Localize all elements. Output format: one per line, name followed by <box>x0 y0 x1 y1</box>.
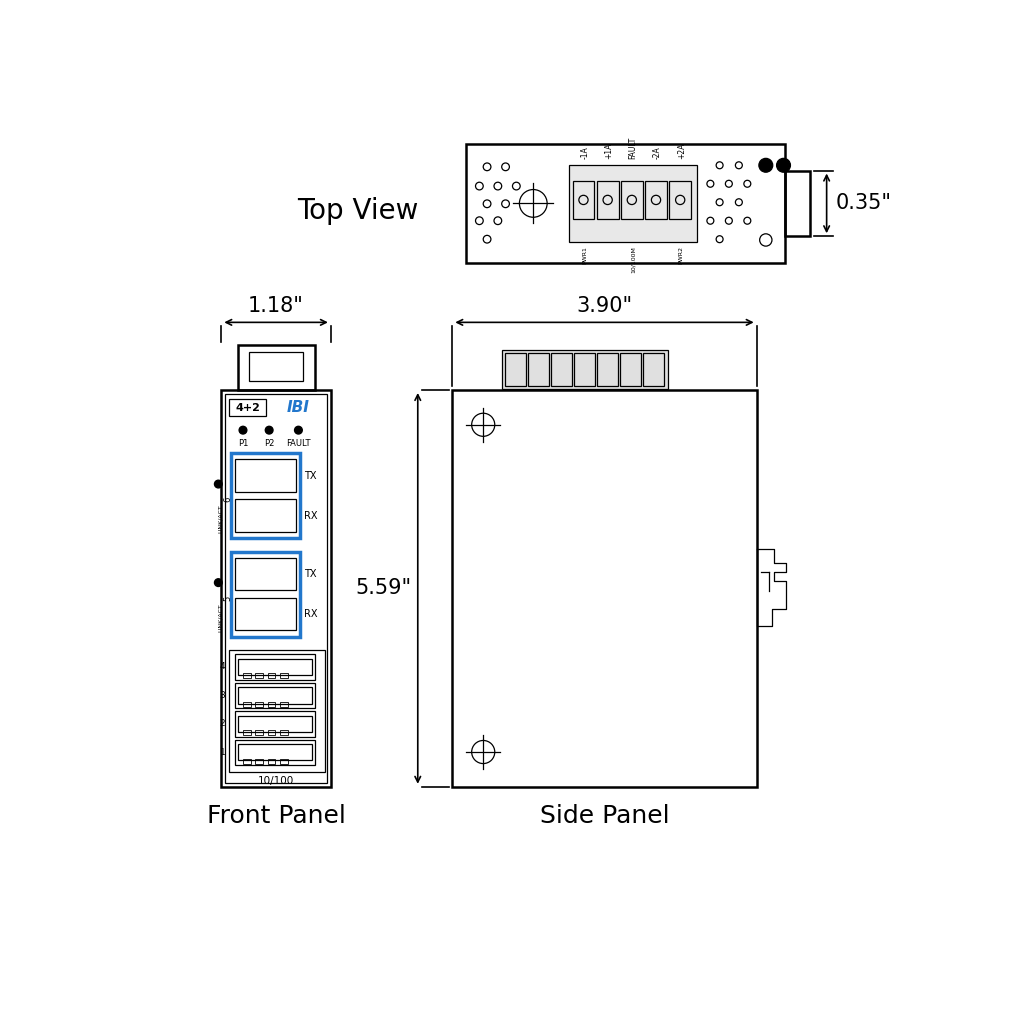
Bar <box>230 453 300 538</box>
Bar <box>280 702 288 706</box>
Bar <box>280 759 288 764</box>
Bar <box>243 674 251 678</box>
Circle shape <box>265 427 273 434</box>
Text: 10/100M: 10/100M <box>631 246 636 273</box>
Bar <box>573 353 595 386</box>
Text: P1: P1 <box>238 440 248 448</box>
Bar <box>267 759 275 764</box>
Bar <box>503 350 668 389</box>
Bar <box>255 759 263 764</box>
Text: Side Panel: Side Panel <box>540 804 670 828</box>
Bar <box>620 353 641 386</box>
Bar <box>643 353 665 386</box>
Bar <box>255 674 263 678</box>
Text: 6: 6 <box>223 497 232 502</box>
Bar <box>234 558 296 590</box>
Bar <box>225 394 327 783</box>
Text: RX: RX <box>304 609 317 619</box>
Bar <box>229 651 325 772</box>
Bar <box>785 171 810 236</box>
Bar <box>229 399 266 416</box>
Bar <box>234 598 296 630</box>
Bar <box>527 353 549 386</box>
Text: -2A: -2A <box>652 147 662 159</box>
Circle shape <box>759 159 773 172</box>
Bar <box>267 674 275 678</box>
Bar <box>239 716 312 732</box>
Text: TX: TX <box>304 569 316 579</box>
Text: RX: RX <box>304 511 317 520</box>
Bar <box>597 180 618 219</box>
Text: Front Panel: Front Panel <box>207 804 345 828</box>
Text: 2: 2 <box>219 720 225 729</box>
Text: 10/100: 10/100 <box>258 776 294 786</box>
Bar <box>255 702 263 706</box>
Bar <box>267 731 275 735</box>
Text: IBI: IBI <box>287 400 310 415</box>
Bar <box>243 759 251 764</box>
Text: 5: 5 <box>223 596 232 601</box>
Bar <box>230 552 300 636</box>
Bar <box>236 683 315 709</box>
Bar <box>597 353 618 386</box>
Bar <box>280 674 288 678</box>
Bar <box>236 655 315 680</box>
Text: 5.59": 5.59" <box>355 578 412 599</box>
Text: 1.18": 1.18" <box>248 296 304 317</box>
Bar <box>239 687 312 703</box>
Bar <box>239 744 312 760</box>
Bar <box>234 459 296 492</box>
Text: 3: 3 <box>219 691 225 700</box>
Bar <box>238 345 314 390</box>
Text: Top View: Top View <box>297 196 419 225</box>
Text: FAULT: FAULT <box>286 440 310 448</box>
Text: TX: TX <box>304 470 316 480</box>
Circle shape <box>214 480 222 488</box>
Bar <box>569 165 696 242</box>
Text: -1A: -1A <box>581 147 589 159</box>
Bar <box>670 180 691 219</box>
Circle shape <box>295 427 302 434</box>
Circle shape <box>776 159 791 172</box>
Text: 4: 4 <box>219 663 225 672</box>
Bar <box>239 659 312 675</box>
Bar <box>221 390 331 787</box>
Text: P2: P2 <box>264 440 274 448</box>
Bar <box>249 351 303 381</box>
Circle shape <box>214 579 222 586</box>
Bar <box>255 731 263 735</box>
Text: 4+2: 4+2 <box>236 403 260 413</box>
Bar <box>466 144 785 263</box>
Bar <box>234 500 296 531</box>
Circle shape <box>240 427 247 434</box>
Bar <box>267 702 275 706</box>
Text: 1: 1 <box>219 748 225 757</box>
Bar <box>243 702 251 706</box>
Bar <box>236 712 315 737</box>
Text: +1A: +1A <box>604 143 613 159</box>
Text: LINK/ACT: LINK/ACT <box>217 504 222 533</box>
Text: PWR1: PWR1 <box>583 246 587 264</box>
Text: PWR2: PWR2 <box>679 246 684 264</box>
Bar <box>645 180 667 219</box>
Text: +2A: +2A <box>677 143 686 159</box>
Bar <box>236 740 315 766</box>
Bar <box>453 390 757 787</box>
Text: 0.35": 0.35" <box>836 193 892 214</box>
Bar <box>505 353 526 386</box>
Bar <box>551 353 572 386</box>
Bar <box>621 180 643 219</box>
Text: 3.90": 3.90" <box>577 296 633 317</box>
Text: LINK/ACT: LINK/ACT <box>217 603 222 631</box>
Bar <box>280 731 288 735</box>
Text: FAULT: FAULT <box>629 136 638 159</box>
Bar <box>572 180 594 219</box>
Bar <box>243 731 251 735</box>
